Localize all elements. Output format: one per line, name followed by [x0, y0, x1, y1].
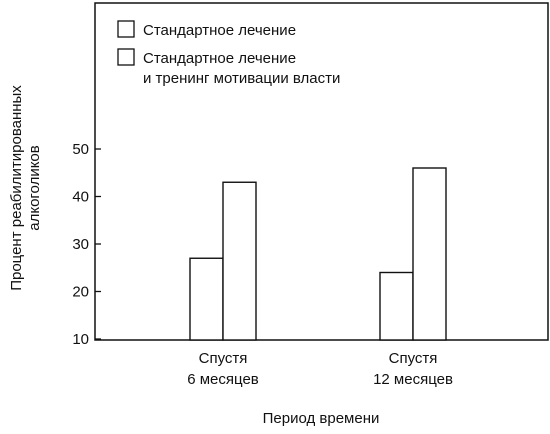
y-tick-label-10: 10: [72, 331, 89, 348]
x-category-label-2-line-2: 12 месяцев: [373, 371, 453, 388]
legend-label-1: Стандартное лечение: [143, 22, 296, 39]
y-tick-label-50: 50: [72, 141, 89, 158]
y-axis-label-line-2: алкоголиков: [26, 145, 43, 231]
bar-series2-cat1: [222, 181, 257, 341]
x-category-label-1-line-2: 6 месяцев: [187, 371, 259, 388]
legend-swatch-2: [117, 48, 135, 66]
y-tick-label-30: 30: [72, 236, 89, 253]
x-axis-label: Период времени: [263, 410, 380, 427]
legend-label-2-line-1: Стандартное лечение: [143, 50, 296, 67]
legend-label-2-line-2: и тренинг мотивации власти: [143, 70, 340, 87]
legend-swatch-1: [117, 20, 135, 38]
plot-frame: [94, 2, 549, 341]
y-axis-label-line-1: Процент реабилитированных: [8, 85, 25, 291]
bar-series1-cat2: [379, 271, 414, 341]
bar-series2-cat2: [412, 167, 447, 341]
x-category-label-1-line-1: Спустя: [199, 350, 248, 367]
y-tick-label-20: 20: [72, 284, 89, 301]
bar-series1-cat1: [189, 257, 224, 341]
x-category-label-2-line-1: Спустя: [389, 350, 438, 367]
y-tick-label-40: 40: [72, 189, 89, 206]
